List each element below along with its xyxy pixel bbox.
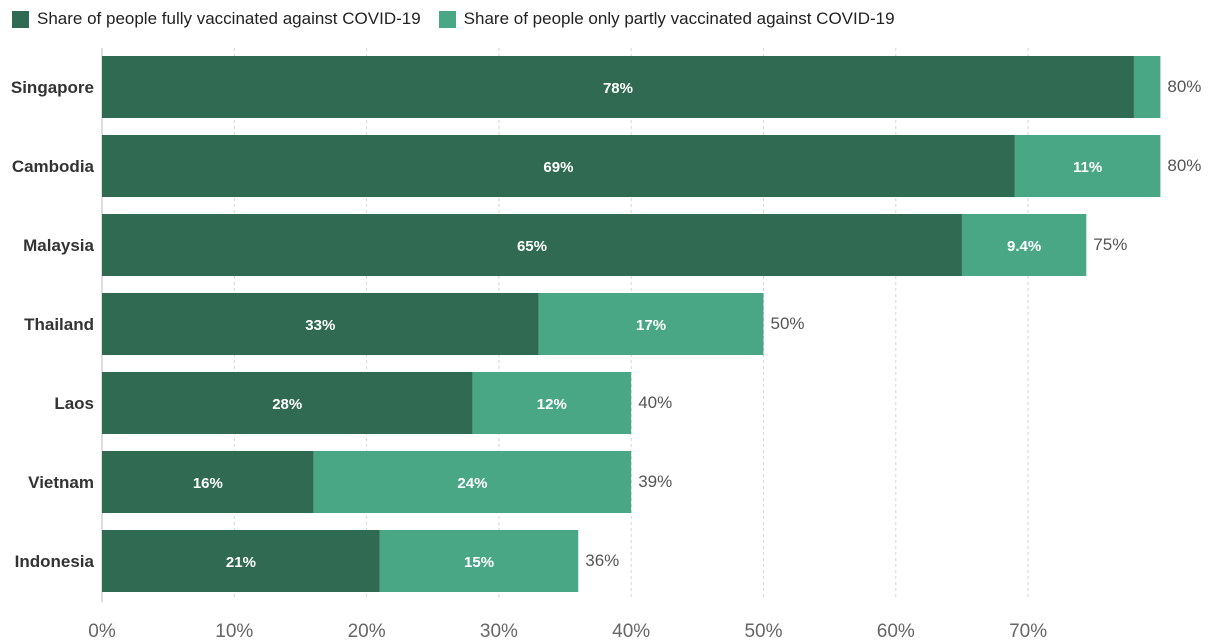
bar-label-fully: 21% — [226, 554, 256, 571]
bar-fully[interactable] — [102, 135, 1015, 197]
x-tick-label: 50% — [744, 621, 782, 642]
bar-fully[interactable] — [102, 214, 962, 276]
bar-label-fully: 16% — [193, 475, 223, 492]
x-tick-label: 10% — [215, 621, 253, 642]
bar-partly[interactable] — [472, 372, 632, 434]
category-label: Indonesia — [15, 552, 95, 571]
x-tick-label: 60% — [877, 621, 915, 642]
bar-label-partly: 17% — [636, 317, 666, 334]
bar-partly[interactable] — [1014, 135, 1161, 197]
total-label: 75% — [1093, 235, 1127, 254]
bar-label-partly: 12% — [537, 396, 567, 413]
bar-label-fully: 69% — [543, 159, 573, 176]
category-label: Cambodia — [12, 157, 95, 176]
category-label: Thailand — [24, 315, 94, 334]
total-label: 40% — [638, 393, 672, 412]
bar-fully[interactable] — [102, 451, 314, 513]
x-tick-label: 0% — [88, 621, 116, 642]
bar-label-fully: 33% — [305, 317, 335, 334]
bar-label-fully: 78% — [603, 80, 633, 97]
x-tick-label: 20% — [348, 621, 386, 642]
legend-label-partly: Share of people only partly vaccinated a… — [463, 9, 895, 28]
bar-fully[interactable] — [102, 56, 1134, 118]
x-tick-label: 30% — [480, 621, 518, 642]
bar-label-fully: 28% — [272, 396, 302, 413]
bar-label-partly: 9.4% — [1007, 238, 1041, 255]
category-label: Malaysia — [23, 236, 94, 255]
bar-partly[interactable] — [961, 214, 1087, 276]
total-label: 39% — [638, 472, 672, 491]
category-label: Vietnam — [28, 473, 94, 492]
total-label: 50% — [771, 314, 805, 333]
category-label: Laos — [54, 394, 94, 413]
bar-label-fully: 65% — [517, 238, 547, 255]
x-tick-label: 40% — [612, 621, 650, 642]
bar-label-partly: 15% — [464, 554, 494, 571]
legend-item-fully[interactable]: Share of people fully vaccinated against… — [12, 9, 421, 29]
category-label: Singapore — [11, 78, 94, 97]
bar-partly[interactable] — [1133, 56, 1161, 118]
bar-label-partly: 24% — [457, 475, 487, 492]
bar-fully[interactable] — [102, 372, 473, 434]
bar-fully[interactable] — [102, 293, 539, 355]
total-label: 80% — [1167, 156, 1201, 175]
bar-partly[interactable] — [313, 451, 632, 513]
legend-swatch-fully — [12, 10, 29, 28]
bar-label-partly: 11% — [1073, 159, 1102, 176]
legend: Share of people fully vaccinated against… — [12, 4, 913, 34]
total-label: 80% — [1167, 77, 1201, 96]
x-tick-label: 70% — [1009, 621, 1047, 642]
total-label: 36% — [585, 551, 619, 570]
bar-fully[interactable] — [102, 530, 380, 592]
legend-item-partly[interactable]: Share of people only partly vaccinated a… — [438, 9, 895, 29]
legend-swatch-partly — [438, 10, 456, 28]
bar-partly[interactable] — [538, 293, 764, 355]
legend-label-fully: Share of people fully vaccinated against… — [37, 9, 421, 28]
bar-partly[interactable] — [379, 530, 579, 592]
